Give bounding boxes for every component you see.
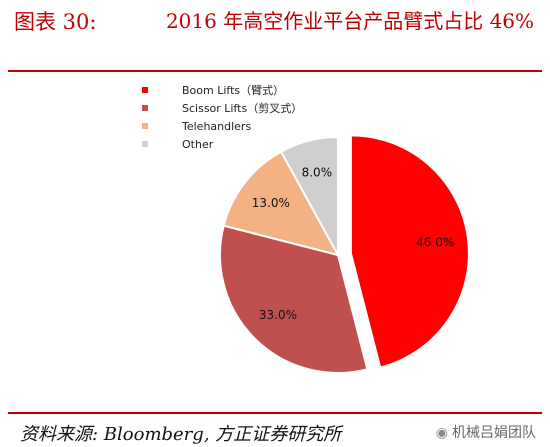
chart-title: 2016 年高空作业平台产品臂式占比 46% [165, 9, 535, 33]
legend-swatch-boom-lifts [142, 87, 148, 93]
legend-label-boom-lifts: Boom Lifts（臂式） [182, 84, 284, 97]
pie-chart: 46.0% 33.0% 13.0% 8.0% Boom Lifts（臂式） Scisso… [142, 84, 470, 374]
figure-label: 图表 30: [14, 10, 97, 34]
header: 图表 30: 2016 年高空作业平台产品臂式占比 46% [0, 0, 550, 80]
pie-slice-other [279, 135, 339, 256]
slice-label-telehandlers: 13.0% [252, 196, 290, 210]
watermark: ◉ 机械吕娟团队 [436, 422, 536, 442]
legend: Boom Lifts（臂式） Scissor Lifts（剪叉式） Telehand… [142, 84, 302, 151]
bottom-divider [8, 412, 542, 414]
legend-label-scissor-lifts: Scissor Lifts（剪叉式） [182, 101, 302, 115]
wechat-icon: ◉ [435, 425, 448, 441]
footer: 资料来源: Bloomberg, 方正证券研究所 ◉ 机械吕娟团队 [0, 414, 550, 447]
pie-slice-telehandlers [222, 150, 340, 257]
legend-label-other: Other [182, 138, 214, 151]
pie-slices [219, 134, 470, 374]
slice-label-boom-lifts: 46.0% [416, 236, 454, 250]
pie-slice-boom-lifts [349, 134, 470, 369]
pie-slice-scissor-lifts [219, 224, 369, 374]
slice-label-scissor-lifts: 33.0% [259, 308, 297, 322]
slice-label-other: 8.0% [302, 166, 333, 180]
legend-swatch-telehandlers [142, 123, 148, 129]
source-note: 资料来源: Bloomberg, 方正证券研究所 [20, 424, 342, 445]
legend-swatch-scissor-lifts [142, 105, 148, 111]
legend-label-telehandlers: Telehandlers [181, 120, 251, 133]
legend-swatch-other [142, 141, 148, 147]
watermark-text: 机械吕娟团队 [452, 425, 536, 441]
top-divider [8, 70, 542, 72]
slice-labels: 46.0% 33.0% 13.0% 8.0% [252, 166, 454, 322]
